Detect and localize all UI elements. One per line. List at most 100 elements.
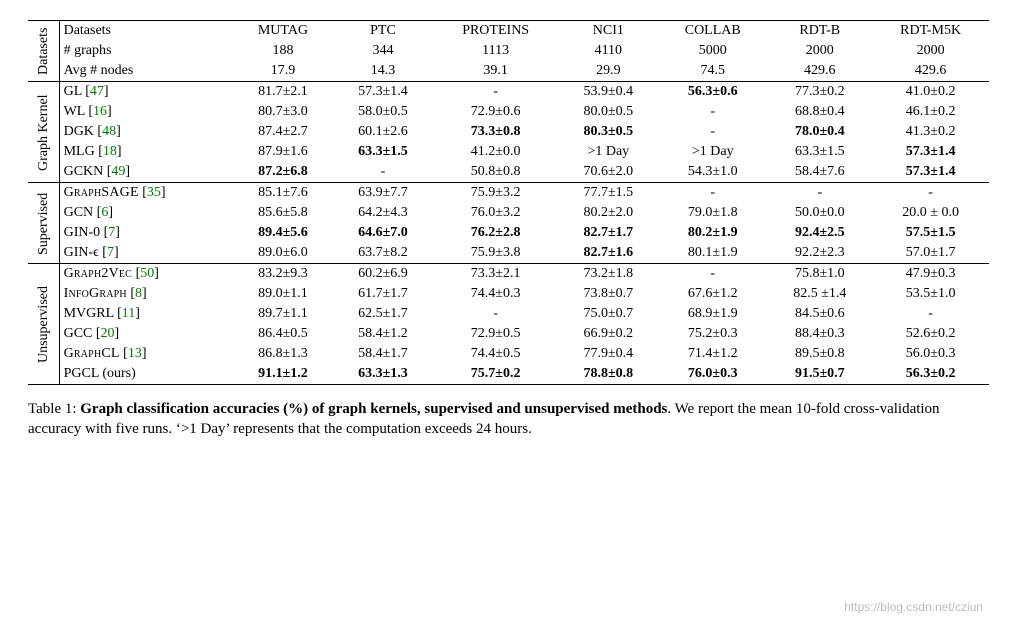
cell-value: 78.0±0.4 (767, 122, 872, 142)
cell-value: 76.0±3.2 (433, 203, 559, 223)
cell-value: - (658, 122, 767, 142)
cell-value: 63.3±1.5 (333, 142, 433, 162)
results-table: Datasets Datasets MUTAG PTC PROTEINS NCI… (28, 20, 989, 385)
cell-value: 57.0±1.7 (872, 243, 989, 264)
cell-value: 57.5±1.5 (872, 223, 989, 243)
cell-value: 92.2±2.3 (767, 243, 872, 264)
cell-value: 63.9±7.7 (333, 183, 433, 204)
cell-value: 80.0±0.5 (559, 102, 659, 122)
avgnodes-3: 29.9 (559, 61, 659, 82)
cell-value: 80.2±2.0 (559, 203, 659, 223)
cell-value: - (767, 183, 872, 204)
cell-value: 66.9±0.2 (559, 324, 659, 344)
method-name: GCKN [49] (59, 162, 233, 183)
method-name: DGK [48] (59, 122, 233, 142)
cell-value: 61.7±1.7 (333, 284, 433, 304)
cell-value: 87.4±2.7 (233, 122, 333, 142)
table-caption: Table 1: Graph classification accuracies… (28, 399, 989, 440)
cell-value: 57.3±1.4 (872, 142, 989, 162)
cell-value: 75.9±3.8 (433, 243, 559, 264)
cell-value: 82.7±1.6 (559, 243, 659, 264)
cell-value: 46.1±0.2 (872, 102, 989, 122)
cell-value: 89.0±1.1 (233, 284, 333, 304)
cell-value: 58.4±1.2 (333, 324, 433, 344)
cell-value: 89.4±5.6 (233, 223, 333, 243)
avgnodes-0: 17.9 (233, 61, 333, 82)
cell-value: 74.4±0.3 (433, 284, 559, 304)
col-h-5: RDT-B (767, 21, 872, 42)
cell-value: 89.0±6.0 (233, 243, 333, 264)
cell-value: 58.0±0.5 (333, 102, 433, 122)
cell-value: 68.8±0.4 (767, 102, 872, 122)
cell-value: 74.4±0.5 (433, 344, 559, 364)
group-label-datasets: Datasets (28, 21, 59, 82)
cell-value: 71.4±1.2 (658, 344, 767, 364)
col-h-4: COLLAB (658, 21, 767, 42)
cell-value: 76.2±2.8 (433, 223, 559, 243)
cell-value: - (658, 183, 767, 204)
cell-value: 75.2±0.3 (658, 324, 767, 344)
method-name: PGCL (ours) (59, 364, 233, 385)
citation: 48 (102, 124, 116, 139)
citation: 18 (103, 144, 117, 159)
cell-value: 41.2±0.0 (433, 142, 559, 162)
cell-value: 60.2±6.9 (333, 264, 433, 285)
cell-value: 73.2±1.8 (559, 264, 659, 285)
cell-value: 85.6±5.8 (233, 203, 333, 223)
header-row-label-2: Avg # nodes (59, 61, 233, 82)
ngraphs-1: 344 (333, 41, 433, 61)
cell-value: 67.6±1.2 (658, 284, 767, 304)
cell-value: - (333, 162, 433, 183)
col-h-6: RDT-M5K (872, 21, 989, 42)
citation: 8 (135, 286, 142, 301)
cell-value: - (433, 304, 559, 324)
method-name: GIN-0 [7] (59, 223, 233, 243)
cell-value: 84.5±0.6 (767, 304, 872, 324)
cell-value: - (872, 183, 989, 204)
avgnodes-5: 429.6 (767, 61, 872, 82)
cell-value: 80.2±1.9 (658, 223, 767, 243)
cell-value: 41.3±0.2 (872, 122, 989, 142)
method-name: GCN [6] (59, 203, 233, 223)
cell-value: - (872, 304, 989, 324)
method-name: GraphCL [13] (59, 344, 233, 364)
cell-value: 91.1±1.2 (233, 364, 333, 385)
citation: 47 (90, 84, 104, 99)
cell-value: 57.3±1.4 (872, 162, 989, 183)
citation: 49 (111, 164, 125, 179)
cell-value: 82.7±1.7 (559, 223, 659, 243)
method-name: GIN-ϵ [7] (59, 243, 233, 264)
cell-value: 56.0±0.3 (872, 344, 989, 364)
header-row-label-1: # graphs (59, 41, 233, 61)
cell-value: >1 Day (559, 142, 659, 162)
avgnodes-2: 39.1 (433, 61, 559, 82)
ngraphs-6: 2000 (872, 41, 989, 61)
cell-value: 80.1±1.9 (658, 243, 767, 264)
cell-value: 80.3±0.5 (559, 122, 659, 142)
method-name: GCC [20] (59, 324, 233, 344)
cell-value: 80.7±3.0 (233, 102, 333, 122)
cell-value: 56.3±0.6 (658, 82, 767, 103)
method-name: GL [47] (59, 82, 233, 103)
cell-value: 87.9±1.6 (233, 142, 333, 162)
cell-value: 52.6±0.2 (872, 324, 989, 344)
cell-value: 68.9±1.9 (658, 304, 767, 324)
cell-value: 89.5±0.8 (767, 344, 872, 364)
cell-value: 60.1±2.6 (333, 122, 433, 142)
cell-value: 73.3±0.8 (433, 122, 559, 142)
cell-value: 73.8±0.7 (559, 284, 659, 304)
cell-value: 75.8±1.0 (767, 264, 872, 285)
cell-value: 62.5±1.7 (333, 304, 433, 324)
cell-value: 54.3±1.0 (658, 162, 767, 183)
cell-value: 63.3±1.3 (333, 364, 433, 385)
caption-bold: Graph classification accuracies (%) of g… (80, 401, 667, 417)
cell-value: 57.3±1.4 (333, 82, 433, 103)
method-name: InfoGraph [8] (59, 284, 233, 304)
ngraphs-3: 4110 (559, 41, 659, 61)
cell-value: 82.5 ±1.4 (767, 284, 872, 304)
cell-value: 53.5±1.0 (872, 284, 989, 304)
cell-value: 72.9±0.6 (433, 102, 559, 122)
cell-value: 77.3±0.2 (767, 82, 872, 103)
citation: 20 (101, 326, 115, 341)
cell-value: 20.0 ± 0.0 (872, 203, 989, 223)
